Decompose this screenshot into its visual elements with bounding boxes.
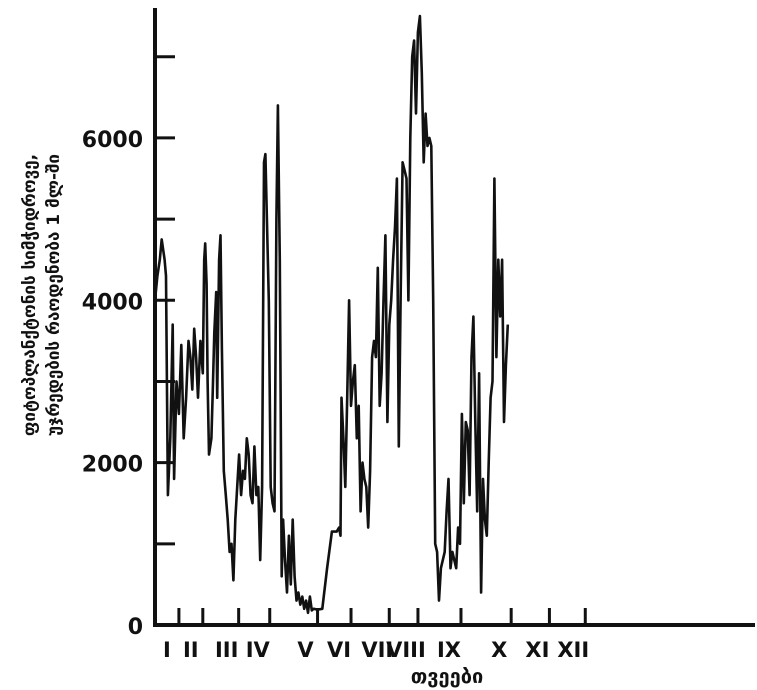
x-tick-label: XII bbox=[557, 638, 589, 662]
x-tick-label: II bbox=[183, 638, 199, 662]
plot-area bbox=[153, 14, 510, 615]
x-axis-title: თვეები bbox=[411, 664, 484, 688]
y-tick-label: 2000 bbox=[82, 453, 143, 478]
x-tick-label: X bbox=[491, 638, 507, 662]
y-axis-title-line-2: უჯრედების რაოდენობა 1 მლ-ში bbox=[44, 154, 64, 436]
x-tick-label: IX bbox=[437, 638, 461, 662]
x-tick-label: I bbox=[163, 638, 171, 662]
x-tick-label: V bbox=[297, 638, 314, 662]
x-tick-label: III bbox=[215, 638, 238, 662]
x-tick-label: XI bbox=[525, 638, 549, 662]
y-tick-label: 0 bbox=[128, 615, 143, 640]
x-tick-label: VIII bbox=[386, 638, 426, 662]
y-axis-title: ფიტოპლანქტონის სიმჭიდროვე, უჯრედების რაო… bbox=[20, 154, 64, 436]
y-axis-title-line-1: ფიტოპლანქტონის სიმჭიდროვე, bbox=[20, 154, 40, 436]
series-line bbox=[153, 14, 510, 615]
y-tick-label: 4000 bbox=[82, 290, 143, 315]
y-axis: 0 2000 4000 6000 bbox=[82, 8, 175, 640]
x-tick-label: IV bbox=[246, 638, 271, 662]
x-tick-label: VI bbox=[327, 638, 351, 662]
y-tick-label: 6000 bbox=[82, 128, 143, 153]
x-tick-label: VII bbox=[361, 638, 393, 662]
